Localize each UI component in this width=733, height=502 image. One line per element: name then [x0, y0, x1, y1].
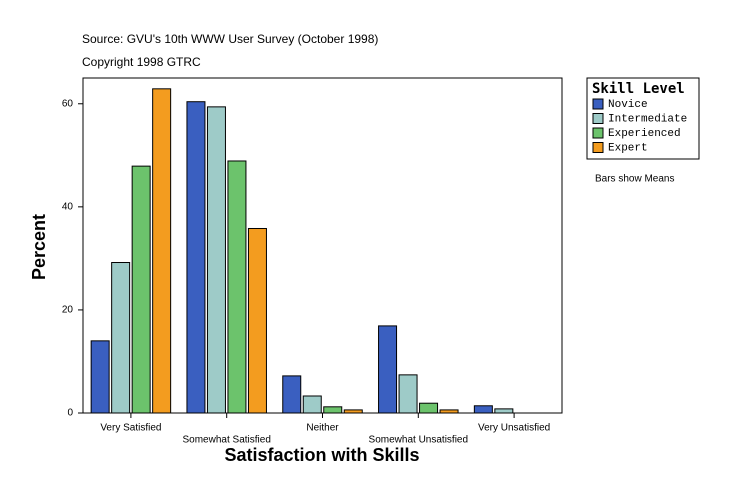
bar: [111, 262, 131, 414]
bar: [206, 106, 226, 414]
y-tick-label: 0: [67, 408, 73, 419]
x-tick-label: Very Unsatisfied: [478, 423, 550, 434]
legend-label: Expert: [608, 142, 648, 154]
bar: [439, 409, 459, 414]
bar: [473, 405, 493, 414]
source: Source: GVU's 10th WWW User Survey (Octo…: [82, 32, 378, 46]
legend-title: Skill Level: [592, 81, 685, 97]
x-tick-label: Very Satisfied: [100, 423, 161, 434]
bar: [131, 165, 151, 414]
legend-swatch: [592, 98, 604, 110]
y-tick-label: 60: [62, 98, 74, 109]
bar: [186, 101, 206, 414]
copyright: Copyright 1998 GTRC: [82, 55, 201, 69]
bar: [343, 409, 363, 414]
x-tick-label: Somewhat Unsatisfied: [369, 435, 469, 446]
bar: [227, 160, 247, 414]
legend-swatch: [592, 127, 604, 139]
bar: [152, 88, 172, 414]
note: Bars show Means: [595, 174, 674, 185]
legend-swatch: [592, 113, 604, 124]
legend-box: [586, 77, 700, 160]
bar: [247, 227, 267, 414]
y-tick-label: 20: [62, 305, 74, 316]
y-axis-label: Percent: [29, 214, 49, 280]
x-tick-label: Neither: [306, 423, 339, 434]
legend-label: Intermediate: [608, 113, 687, 125]
bar: [282, 375, 302, 414]
bar: [323, 406, 343, 414]
legend-label: Experienced: [608, 128, 681, 140]
bar: [90, 340, 110, 414]
legend-swatch: [592, 142, 604, 153]
bar: [419, 402, 439, 414]
y-tick-label: 40: [62, 201, 74, 212]
bar: [398, 374, 418, 414]
bar: [378, 325, 398, 414]
x-tick-label: Somewhat Satisfied: [183, 435, 271, 446]
legend-label: Novice: [608, 99, 648, 111]
x-axis-label: Satisfaction with Skills: [224, 445, 419, 465]
bar: [494, 408, 514, 414]
bar: [302, 395, 322, 414]
